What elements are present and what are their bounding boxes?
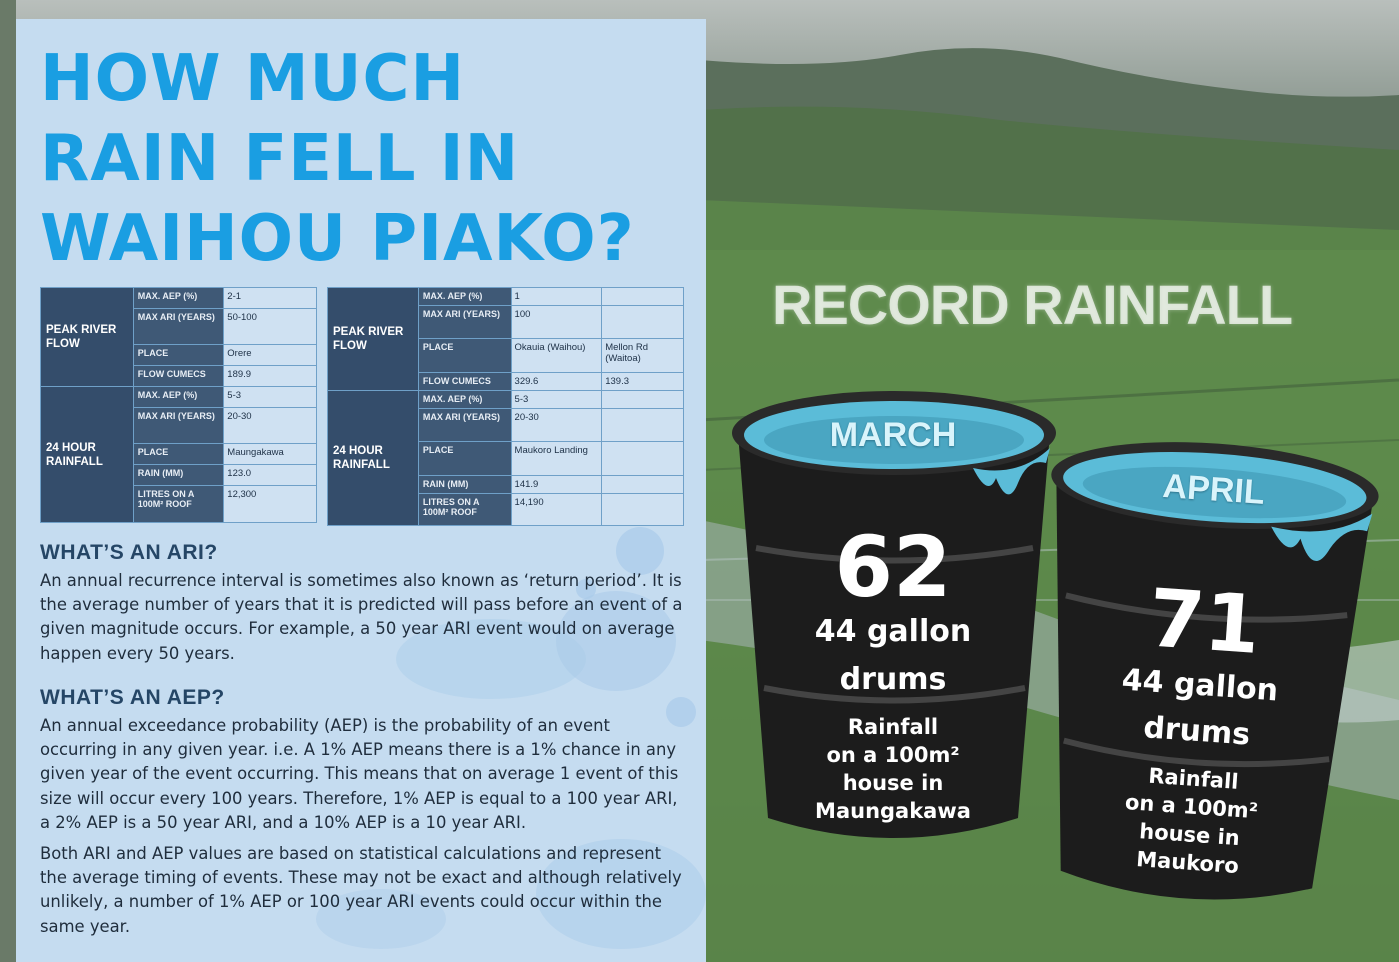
cell-value: Okauia (Waihou) bbox=[510, 338, 603, 373]
cell-label: PLACE bbox=[132, 344, 225, 366]
cell-label: MAX ARI (YEARS) bbox=[132, 407, 225, 444]
cell-value: Orere bbox=[223, 344, 317, 366]
aep-heading: WHAT’S AN AEP? bbox=[40, 686, 225, 709]
peak-river-flow-label: PEAK RIVER FLOW bbox=[40, 287, 134, 387]
barrel-april: APRIL 71 44 gallon drums Rainfall on a 1… bbox=[1013, 429, 1386, 942]
24-hour-rainfall-label: 24 HOUR RAINFALL bbox=[327, 390, 419, 526]
cell-value: 123.0 bbox=[223, 464, 317, 486]
barrel-march-desc-3: house in bbox=[842, 771, 944, 795]
cell-value-2 bbox=[601, 441, 684, 476]
cell-label: LITRES ON A 100M² ROOF bbox=[417, 493, 512, 526]
24-hour-rainfall-label: 24 HOUR RAINFALL bbox=[40, 386, 134, 523]
cell-value: 50-100 bbox=[223, 308, 317, 345]
stats-table-right: PEAK RIVER FLOW MAX. AEP (%) 1 MAX ARI (… bbox=[327, 287, 684, 526]
aep-paragraph-1: An annual exceedance probability (AEP) i… bbox=[40, 716, 679, 832]
cell-value-2 bbox=[601, 305, 684, 339]
cell-label: PLACE bbox=[417, 338, 512, 373]
cell-value: 189.9 bbox=[223, 365, 317, 387]
ari-heading: WHAT’S AN ARI? bbox=[40, 541, 218, 564]
cell-value: 100 bbox=[510, 305, 603, 339]
cell-label: MAX ARI (YEARS) bbox=[417, 305, 512, 339]
cell-value: 141.9 bbox=[510, 475, 603, 494]
cell-label: FLOW CUMECS bbox=[417, 372, 512, 391]
peak-river-flow-label: PEAK RIVER FLOW bbox=[327, 287, 419, 391]
cell-label: MAX ARI (YEARS) bbox=[132, 308, 225, 345]
cell-value-2 bbox=[601, 493, 684, 526]
cell-value: 14,190 bbox=[510, 493, 603, 526]
cell-label: FLOW CUMECS bbox=[132, 365, 225, 387]
cell-value: 20-30 bbox=[223, 407, 317, 444]
aep-paragraph-2: Both ARI and AEP values are based on sta… bbox=[40, 844, 682, 936]
page-title: HOW MUCH RAIN FELL IN WAIHOU PIAKO? bbox=[40, 39, 690, 279]
cell-label: MAX. AEP (%) bbox=[132, 386, 225, 408]
barrel-march-drawing bbox=[732, 391, 1056, 838]
title-line-2: RAIN FELL IN bbox=[40, 122, 520, 196]
cell-value: Maungakawa bbox=[223, 443, 317, 465]
ari-paragraph: An annual recurrence interval is sometim… bbox=[40, 571, 683, 663]
cell-value: 20-30 bbox=[510, 408, 603, 442]
record-rainfall-heading: RECORD RAINFALL bbox=[772, 273, 1293, 336]
cell-label: MAX. AEP (%) bbox=[417, 287, 512, 306]
cell-value: 5-3 bbox=[223, 386, 317, 408]
cell-label: RAIN (MM) bbox=[132, 464, 225, 486]
cell-label: PLACE bbox=[132, 443, 225, 465]
barrel-march-desc-1: Rainfall bbox=[847, 715, 939, 739]
cell-label: MAX. AEP (%) bbox=[417, 390, 512, 409]
cell-label: MAX. AEP (%) bbox=[132, 287, 225, 309]
barrel-march: MARCH 62 44 gallon drums Rainfall on a 1… bbox=[728, 388, 1058, 868]
cell-value: 329.6 bbox=[510, 372, 603, 391]
title-line-1: HOW MUCH bbox=[40, 42, 466, 116]
cell-value-2: Mellon Rd (Waitoa) bbox=[601, 338, 684, 373]
stats-table-left: PEAK RIVER FLOW MAX. AEP (%) 2-1 MAX ARI… bbox=[40, 287, 317, 523]
barrel-march-unit-1: 44 gallon bbox=[814, 614, 972, 649]
info-panel: HOW MUCH RAIN FELL IN WAIHOU PIAKO? PEAK… bbox=[16, 19, 706, 962]
cell-value-2: 139.3 bbox=[601, 372, 684, 391]
barrel-march-unit-2: drums bbox=[839, 662, 947, 697]
cell-value: 2-1 bbox=[223, 287, 317, 309]
cell-value: 12,300 bbox=[223, 485, 317, 523]
cell-label: LITRES ON A 100M² ROOF bbox=[132, 485, 225, 523]
cell-value: 1 bbox=[510, 287, 603, 306]
barrel-march-month: MARCH bbox=[829, 416, 957, 454]
barrel-march-count: 62 bbox=[834, 518, 952, 616]
cell-label: PLACE bbox=[417, 441, 512, 476]
cell-value-2 bbox=[601, 475, 684, 494]
cell-label: RAIN (MM) bbox=[417, 475, 512, 494]
barrel-april-drawing bbox=[1051, 442, 1379, 900]
cell-value-2 bbox=[601, 287, 684, 306]
title-line-3: WAIHOU PIAKO? bbox=[40, 202, 635, 276]
cell-value: Maukoro Landing bbox=[510, 441, 603, 476]
barrel-march-desc-4: Maungakawa bbox=[815, 799, 971, 823]
cell-value: 5-3 bbox=[510, 390, 603, 409]
cell-label: MAX ARI (YEARS) bbox=[417, 408, 512, 442]
cell-value-2 bbox=[601, 390, 684, 409]
cell-value-2 bbox=[601, 408, 684, 442]
barrel-march-desc-2: on a 100m² bbox=[826, 743, 960, 767]
